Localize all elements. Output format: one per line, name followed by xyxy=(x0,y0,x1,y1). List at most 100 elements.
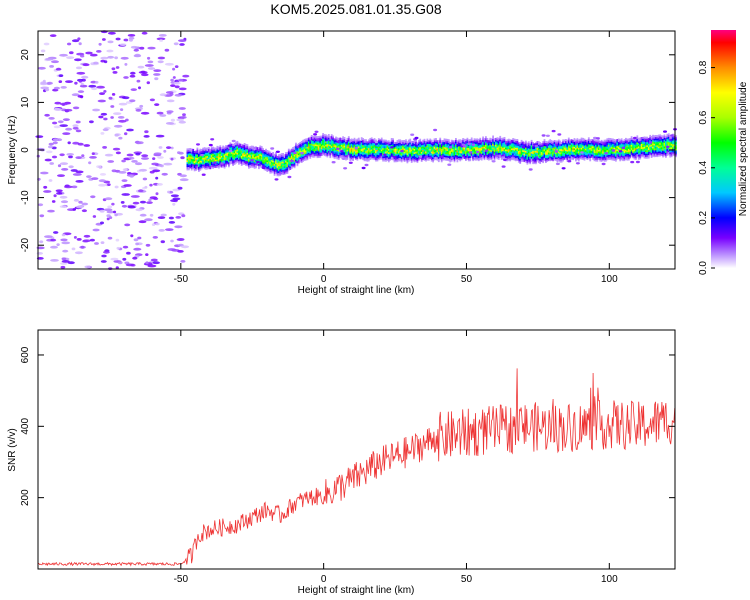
spectrogram-signal-point xyxy=(506,142,509,145)
spectrogram-signal-point xyxy=(387,147,390,149)
spectrogram-signal-point xyxy=(615,152,617,155)
spectrogram-signal-point xyxy=(460,139,463,142)
spectrogram-signal-point xyxy=(635,149,637,152)
spectrogram-signal-point xyxy=(300,157,303,160)
spectrogram-signal-point xyxy=(482,151,484,154)
spectrogram-signal-point xyxy=(546,149,549,152)
spectrogram-signal-point xyxy=(285,168,287,171)
spectrogram-signal-point xyxy=(622,150,624,153)
spectrogram-signal-point xyxy=(499,147,502,150)
spectrogram-signal-point xyxy=(440,157,443,159)
spectrogram-signal-point xyxy=(523,160,526,163)
spectrogram-signal-point xyxy=(560,153,563,156)
spectrogram-signal-point xyxy=(482,143,484,146)
spectrogram-signal-point xyxy=(603,139,606,142)
spectrogram-signal-point xyxy=(495,151,497,154)
spectrogram-signal-point xyxy=(232,150,234,153)
spectrogram-signal-point xyxy=(240,153,243,156)
spectrogram-noise-point xyxy=(62,118,70,121)
spectrogram-signal-point xyxy=(599,152,602,155)
spectrogram-signal-point xyxy=(639,152,642,155)
spectrogram-noise-point xyxy=(155,222,160,226)
spectrogram-signal-point xyxy=(386,152,389,155)
spectrogram-signal-point xyxy=(357,144,360,147)
spectrogram-signal-point xyxy=(519,147,522,149)
spectrogram-signal-point xyxy=(366,141,369,144)
spectrogram-signal-point xyxy=(430,158,433,160)
spectrogram-signal-point xyxy=(599,154,602,157)
spectrogram-noise-point xyxy=(300,152,305,155)
spectrogram-signal-point xyxy=(599,151,602,154)
spectrogram-signal-point xyxy=(243,153,246,155)
spectrogram-signal-point xyxy=(563,147,566,150)
spectrogram-signal-point xyxy=(510,139,513,142)
spectrogram-signal-point xyxy=(417,145,420,148)
spectrogram-signal-point xyxy=(665,142,667,145)
spectrogram-signal-point xyxy=(270,164,273,167)
spectrogram-signal-point xyxy=(630,136,633,139)
spectrogram-signal-point xyxy=(322,136,324,139)
spectrogram-signal-point xyxy=(662,140,664,143)
spectrogram-signal-point xyxy=(662,142,664,144)
spectrogram-signal-point xyxy=(547,148,550,151)
spectrogram-noise-point xyxy=(61,260,70,263)
spectrogram-signal-point xyxy=(359,140,362,143)
spectrogram-signal-point xyxy=(587,154,590,156)
spectrogram-signal-point xyxy=(208,165,210,168)
spectrogram-signal-point xyxy=(535,148,537,151)
spectrogram-noise-point xyxy=(220,162,225,165)
spectrogram-signal-point xyxy=(387,140,390,143)
spectrogram-signal-point xyxy=(580,155,583,158)
spectrogram-noise-point xyxy=(77,37,81,41)
spectrogram-signal-point xyxy=(477,144,480,147)
spectrogram-signal-point xyxy=(516,144,519,146)
spectrogram-signal-point xyxy=(235,143,237,146)
spectrogram-signal-point xyxy=(572,143,574,146)
spectrogram-signal-point xyxy=(419,145,422,148)
spectrogram-signal-point xyxy=(305,143,307,146)
spectrogram-signal-point xyxy=(323,142,326,145)
spectrogram-signal-point xyxy=(466,141,469,144)
spectrogram-noise-point xyxy=(47,209,55,213)
spectrogram-signal-point xyxy=(443,146,446,149)
spectrogram-signal-point xyxy=(232,147,234,150)
spectrogram-signal-point xyxy=(356,145,359,148)
spectrogram-signal-point xyxy=(577,156,580,159)
spectrogram-signal-point xyxy=(202,164,204,167)
spectrogram-signal-point xyxy=(319,154,322,156)
spectrogram-signal-point xyxy=(542,157,544,160)
spectrogram-signal-point xyxy=(340,153,343,156)
spectrogram-signal-point xyxy=(249,152,252,155)
spectrogram-signal-point xyxy=(367,142,370,145)
spectrogram-signal-point xyxy=(313,154,316,156)
spectrogram-signal-point xyxy=(312,147,314,150)
spectrogram-signal-point xyxy=(413,145,416,148)
spectrogram-signal-point xyxy=(485,142,487,145)
spectrogram-signal-point xyxy=(626,140,629,143)
spectrogram-signal-point xyxy=(320,137,323,140)
spectrogram-signal-point xyxy=(275,168,277,171)
spectrogram-signal-point xyxy=(389,146,392,149)
spectrogram-signal-point xyxy=(270,171,273,174)
spectrogram-signal-point xyxy=(470,149,473,152)
spectrogram-signal-point xyxy=(192,163,195,166)
spectrogram-signal-point xyxy=(559,160,562,163)
spectrogram-noise-point xyxy=(91,152,95,156)
spectrogram-signal-point xyxy=(375,142,377,145)
spectrogram-signal-point xyxy=(410,149,413,152)
spectrogram-signal-point xyxy=(332,148,334,151)
spectrogram-signal-point xyxy=(280,161,283,164)
spectrogram-signal-point xyxy=(626,148,629,151)
spectrogram-signal-point xyxy=(497,141,500,144)
spectrogram-signal-point xyxy=(457,144,460,147)
spectrogram-signal-point xyxy=(502,142,504,145)
spectrogram-signal-point xyxy=(392,151,394,154)
spectrogram-signal-point xyxy=(525,152,527,155)
spectrogram-signal-point xyxy=(215,166,217,168)
spectrogram-signal-point xyxy=(623,154,626,157)
spectrogram-signal-point xyxy=(276,167,279,170)
spectrogram-signal-point xyxy=(625,154,627,157)
spectrogram-signal-point xyxy=(563,154,566,157)
spectrogram-signal-point xyxy=(423,155,426,158)
